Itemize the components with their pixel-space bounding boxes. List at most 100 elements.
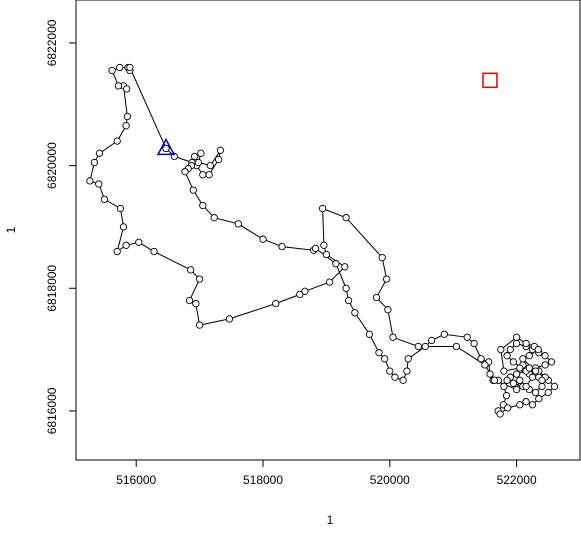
data-point xyxy=(440,330,448,338)
data-point xyxy=(114,82,123,90)
data-point xyxy=(375,349,383,357)
data-point xyxy=(403,367,411,375)
data-point xyxy=(123,85,131,93)
data-point xyxy=(502,391,511,400)
data-point xyxy=(391,373,399,381)
data-point xyxy=(522,339,530,348)
data-point xyxy=(150,247,158,256)
data-point xyxy=(544,388,552,397)
data-point xyxy=(503,352,511,360)
data-point xyxy=(322,250,331,259)
data-point xyxy=(534,345,542,354)
data-point xyxy=(512,333,521,341)
data-point xyxy=(122,241,130,249)
data-point xyxy=(192,299,200,308)
data-point xyxy=(463,333,471,341)
data-point xyxy=(541,361,549,369)
data-point xyxy=(126,63,134,72)
data-point xyxy=(372,293,381,302)
data-point xyxy=(504,404,512,412)
data-point xyxy=(481,361,489,369)
data-point xyxy=(541,352,549,360)
data-point xyxy=(318,204,327,213)
data-point xyxy=(189,186,197,194)
x-tick-label: 518000 xyxy=(243,473,283,487)
data-point xyxy=(259,235,267,243)
data-point xyxy=(486,370,494,378)
data-point xyxy=(365,330,374,338)
data-point xyxy=(531,367,540,375)
data-point xyxy=(181,168,189,176)
data-point xyxy=(550,382,559,391)
data-point xyxy=(528,373,537,381)
data-point xyxy=(428,336,436,345)
data-point xyxy=(528,401,537,409)
data-point xyxy=(210,214,218,222)
data-point xyxy=(497,345,505,354)
x-tick-label: 520000 xyxy=(370,473,410,487)
data-point xyxy=(90,158,99,167)
data-point xyxy=(205,171,213,179)
data-point xyxy=(452,342,461,351)
data-point xyxy=(119,223,128,231)
plot-frame xyxy=(75,0,581,461)
data-point xyxy=(206,161,215,170)
data-point xyxy=(195,321,204,329)
data-point xyxy=(522,398,530,406)
data-point xyxy=(135,238,143,246)
data-point xyxy=(421,342,429,351)
start-triangle-marker xyxy=(156,137,176,156)
y-axis: 6816000 6818000 6820000 6822000 xyxy=(45,19,77,434)
data-point xyxy=(500,382,508,391)
data-point xyxy=(516,401,524,409)
data-point xyxy=(538,382,546,391)
data-point xyxy=(190,152,199,161)
data-point xyxy=(162,144,170,153)
y-tick-label: 6818000 xyxy=(45,265,59,312)
data-point xyxy=(185,296,194,305)
data-point xyxy=(404,355,412,363)
data-point xyxy=(509,379,518,387)
x-axis-label: 1 xyxy=(327,513,334,527)
data-point xyxy=(490,376,499,384)
data-point xyxy=(123,112,132,121)
data-point xyxy=(116,204,125,213)
data-point xyxy=(506,345,514,354)
x-axis: 516000 518000 520000 522000 xyxy=(116,459,537,487)
data-point xyxy=(414,342,422,351)
data-point xyxy=(278,242,286,251)
end-square-marker xyxy=(482,72,498,89)
data-point xyxy=(100,195,109,203)
data-point xyxy=(378,253,386,262)
data-point xyxy=(525,352,533,360)
data-point xyxy=(342,214,350,222)
data-point xyxy=(199,201,207,210)
y-tick-label: 6822000 xyxy=(45,19,59,66)
point-layer xyxy=(86,63,559,418)
y-tick-label: 6816000 xyxy=(45,387,59,434)
data-point xyxy=(197,149,205,157)
data-point xyxy=(384,306,392,314)
data-point xyxy=(503,376,511,384)
data-point xyxy=(344,296,353,305)
data-point xyxy=(399,376,407,384)
data-point xyxy=(386,367,394,375)
data-point xyxy=(332,260,340,268)
data-point xyxy=(547,358,556,366)
data-point xyxy=(234,220,242,228)
data-point xyxy=(512,339,521,348)
x-tick-label: 522000 xyxy=(497,473,537,487)
y-axis-label: 1 xyxy=(4,226,18,233)
data-point xyxy=(341,263,349,271)
data-point xyxy=(522,382,530,391)
y-tick-label: 6820000 xyxy=(45,142,59,189)
data-point xyxy=(389,333,397,341)
data-point xyxy=(296,290,304,299)
data-point xyxy=(512,370,521,378)
data-point xyxy=(500,367,508,375)
data-point xyxy=(225,315,234,323)
x-tick-label: 516000 xyxy=(116,473,156,487)
data-point xyxy=(187,266,195,274)
data-point xyxy=(113,247,121,256)
data-point xyxy=(519,355,527,363)
